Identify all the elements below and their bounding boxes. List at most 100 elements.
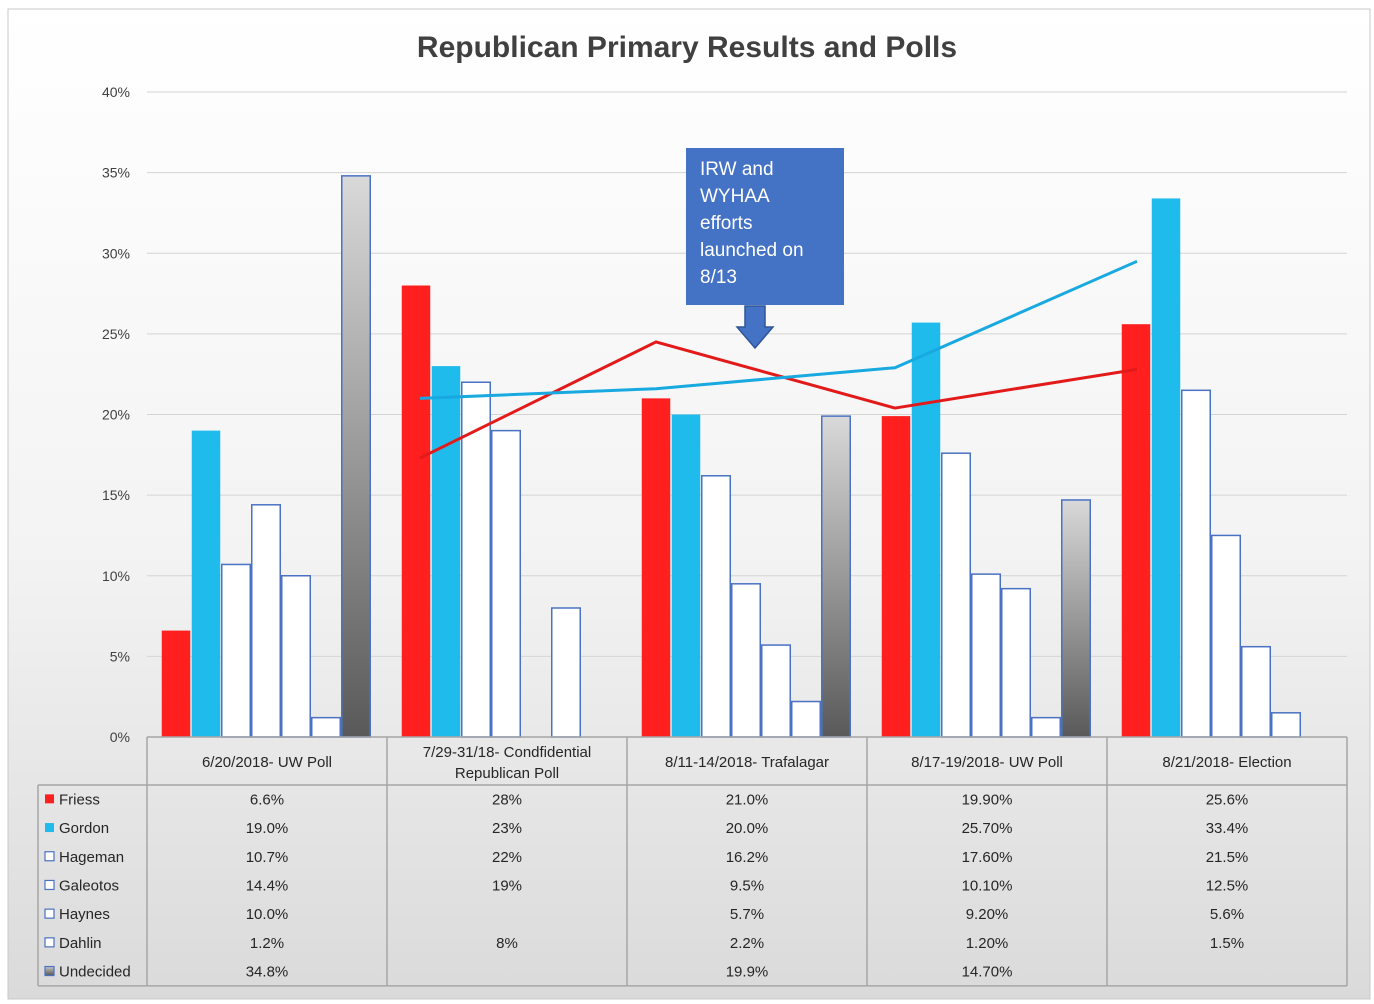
legend-key-haynes (44, 908, 55, 919)
bar-galeotos (731, 583, 761, 738)
y-tick-label: 15% (102, 487, 130, 503)
bar-galeotos (251, 504, 281, 738)
legend-label: Undecided (59, 964, 131, 981)
table-cell: 23% (492, 820, 522, 837)
table-cell: 14.70% (962, 964, 1013, 981)
legend-label: Dahlin (59, 935, 102, 952)
bar-friess (161, 630, 191, 737)
annotation-line: efforts (700, 213, 752, 234)
legend-key-gordon (45, 823, 54, 833)
bar-undecided (341, 175, 371, 738)
legend-label: Hageman (59, 849, 124, 866)
table-cell: 34.8% (246, 964, 289, 981)
annotation-line: IRW and (700, 159, 774, 180)
bar-friess (641, 398, 671, 737)
y-tick-label: 0% (110, 729, 130, 745)
bar-hageman (461, 381, 491, 738)
annotation-line: WYHAA (700, 186, 770, 207)
bar-dahlin (311, 716, 341, 738)
bar-galeotos (1211, 534, 1241, 738)
table-cell: 28% (492, 791, 522, 808)
table-cell: 5.6% (1210, 906, 1244, 923)
svg-text:IRW and WYHAA: IRW and WYHAA efforts launched on 8/13 (700, 159, 809, 288)
y-tick-label: 35% (102, 165, 130, 181)
bar-dahlin (791, 700, 821, 738)
table-cell: 5.7% (730, 906, 764, 923)
y-tick-label: 5% (110, 648, 130, 664)
table-cell: 20.0% (726, 820, 769, 837)
annotation-line: launched on (700, 240, 804, 261)
bars-layer (161, 175, 1301, 738)
table-cell: 9.5% (730, 877, 764, 894)
table-cell: 19.0% (246, 820, 289, 837)
table-cell: 1.5% (1210, 935, 1244, 952)
category-label: 8/17-19/2018- UW Poll (911, 754, 1063, 771)
table-cell: 2.2% (730, 935, 764, 952)
bar-hageman (221, 563, 251, 738)
table-cell: 16.2% (726, 849, 769, 866)
bar-haynes (761, 644, 791, 738)
trendline-friess (419, 340, 1138, 460)
bar-gordon (431, 366, 461, 737)
bar-hageman (941, 452, 971, 738)
bar-hageman (701, 475, 731, 738)
bar-haynes (281, 575, 311, 738)
table-cell: 25.6% (1206, 791, 1249, 808)
table-cell: 25.70% (962, 820, 1013, 837)
table-cell: 8% (496, 935, 518, 952)
legend-key-undecided (44, 965, 55, 977)
category-label: Republican Poll (455, 765, 559, 782)
table-cell: 10.10% (962, 877, 1013, 894)
bar-friess (1121, 324, 1151, 737)
bar-gordon (911, 322, 941, 737)
annotation-line: 8/13 (700, 267, 737, 288)
trendlines-layer (419, 259, 1138, 460)
table-cell: 12.5% (1206, 877, 1249, 894)
table-cell: 17.60% (962, 849, 1013, 866)
table-cell: 6.6% (250, 791, 284, 808)
bar-galeotos (971, 573, 1001, 738)
table-cell: 9.20% (966, 906, 1009, 923)
bar-hageman (1181, 389, 1211, 738)
chart-title: Republican Primary Results and Polls (417, 31, 957, 64)
bar-galeotos (491, 429, 521, 738)
bar-haynes (1241, 645, 1271, 738)
bar-friess (401, 285, 431, 737)
table-cell: 1.20% (966, 935, 1009, 952)
bar-dahlin (551, 607, 581, 738)
bar-undecided (1061, 499, 1091, 738)
table-cell: 19% (492, 877, 522, 894)
annotation-arrow-icon (735, 305, 775, 350)
y-tick-label: 10% (102, 568, 130, 584)
legend-key-galeotos (44, 879, 55, 891)
table-cell: 1.2% (250, 935, 284, 952)
annotation-callout: IRW and WYHAA efforts launched on 8/13 (686, 148, 844, 350)
bar-gordon (1151, 198, 1181, 738)
table-cell: 10.7% (246, 849, 289, 866)
table-cell: 14.4% (246, 877, 289, 894)
y-tick-label: 20% (102, 407, 130, 423)
y-tick-label: 30% (102, 245, 130, 261)
table-cell: 21.5% (1206, 849, 1249, 866)
table-cell: 19.9% (726, 964, 769, 981)
bar-haynes (1001, 587, 1031, 738)
bar-dahlin (1271, 712, 1301, 738)
trendline-gordon (419, 259, 1138, 400)
legend-key-dahlin (44, 937, 55, 948)
bar-gordon (671, 414, 701, 737)
category-label: 6/20/2018- UW Poll (202, 754, 332, 771)
legend-key-friess (45, 794, 54, 804)
table-cell: 21.0% (726, 791, 769, 808)
bar-dahlin (1031, 716, 1061, 738)
bar-friess (881, 416, 911, 737)
bar-gordon (191, 430, 221, 737)
table-cell: 19.90% (962, 791, 1013, 808)
category-label: 8/21/2018- Election (1162, 754, 1291, 771)
category-label: 8/11-14/2018- Trafalagar (665, 754, 829, 771)
legend-label: Friess (59, 791, 100, 808)
data-table: 6/20/2018- UW Poll 7/29-31/18- Condfident… (37, 736, 1348, 987)
y-tick-label: 25% (102, 326, 130, 342)
legend-label: Gordon (59, 820, 109, 837)
